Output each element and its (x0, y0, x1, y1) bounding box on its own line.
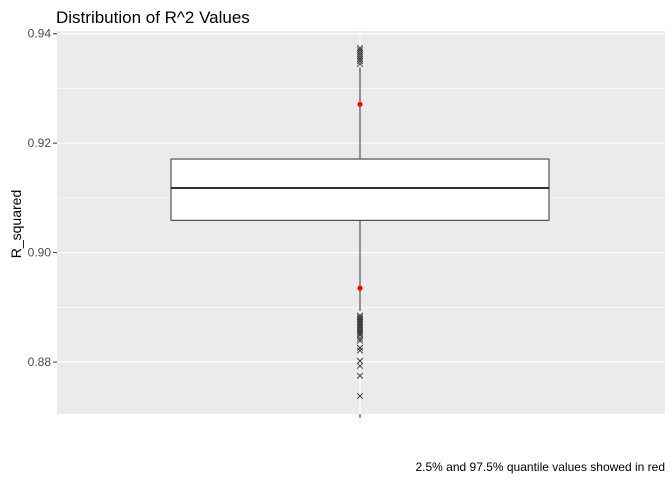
box-iqr (170, 158, 550, 221)
y-tick-label: 0.94 (28, 27, 52, 41)
outlier-stroke (356, 392, 364, 400)
boxplot-marks (170, 44, 550, 400)
outlier-point (356, 314, 364, 321)
quantile-97-5-point (357, 101, 363, 107)
outlier-point (356, 47, 364, 54)
outlier-point (356, 51, 364, 58)
quantile-2-5-point (357, 285, 363, 291)
y-tick-label: 0.90 (28, 246, 52, 260)
chart-caption: 2.5% and 97.5% quantile values showed in… (415, 460, 665, 474)
outlier-point (356, 312, 364, 319)
y-axis-label: R_squared (8, 190, 24, 259)
outlier-point (356, 392, 364, 400)
outlier-point (356, 347, 364, 354)
outlier-point (356, 57, 364, 65)
outlier-point (356, 49, 364, 56)
outlier-stroke (356, 372, 364, 379)
y-tick-label: 0.92 (28, 136, 52, 150)
outlier-point (356, 55, 364, 63)
outlier-stroke (356, 51, 364, 58)
outlier-stroke (356, 347, 364, 354)
outlier-stroke (356, 53, 364, 60)
outlier-stroke (356, 44, 364, 52)
outlier-stroke (356, 57, 364, 65)
outlier-point (356, 53, 364, 60)
outlier-point (356, 362, 364, 369)
outlier-stroke (356, 337, 364, 344)
outlier-point (356, 344, 364, 351)
outlier-stroke (356, 362, 364, 369)
y-tick-label: 0.88 (28, 355, 52, 369)
outlier-point (356, 44, 364, 52)
outlier-stroke (356, 344, 364, 351)
outlier-point (356, 337, 364, 344)
outlier-stroke (356, 55, 364, 63)
outlier-stroke (356, 357, 364, 365)
chart-title: Distribution of R^2 Values (56, 8, 250, 27)
outlier-stroke (356, 60, 364, 67)
outlier-stroke (356, 314, 364, 321)
y-axis: 0.88 0.90 0.92 0.94 (28, 27, 57, 369)
outlier-stroke (356, 312, 364, 319)
outlier-stroke (356, 47, 364, 54)
outlier-point (356, 372, 364, 379)
outlier-point (356, 60, 364, 67)
outlier-point (356, 357, 364, 365)
outlier-stroke (356, 49, 364, 56)
